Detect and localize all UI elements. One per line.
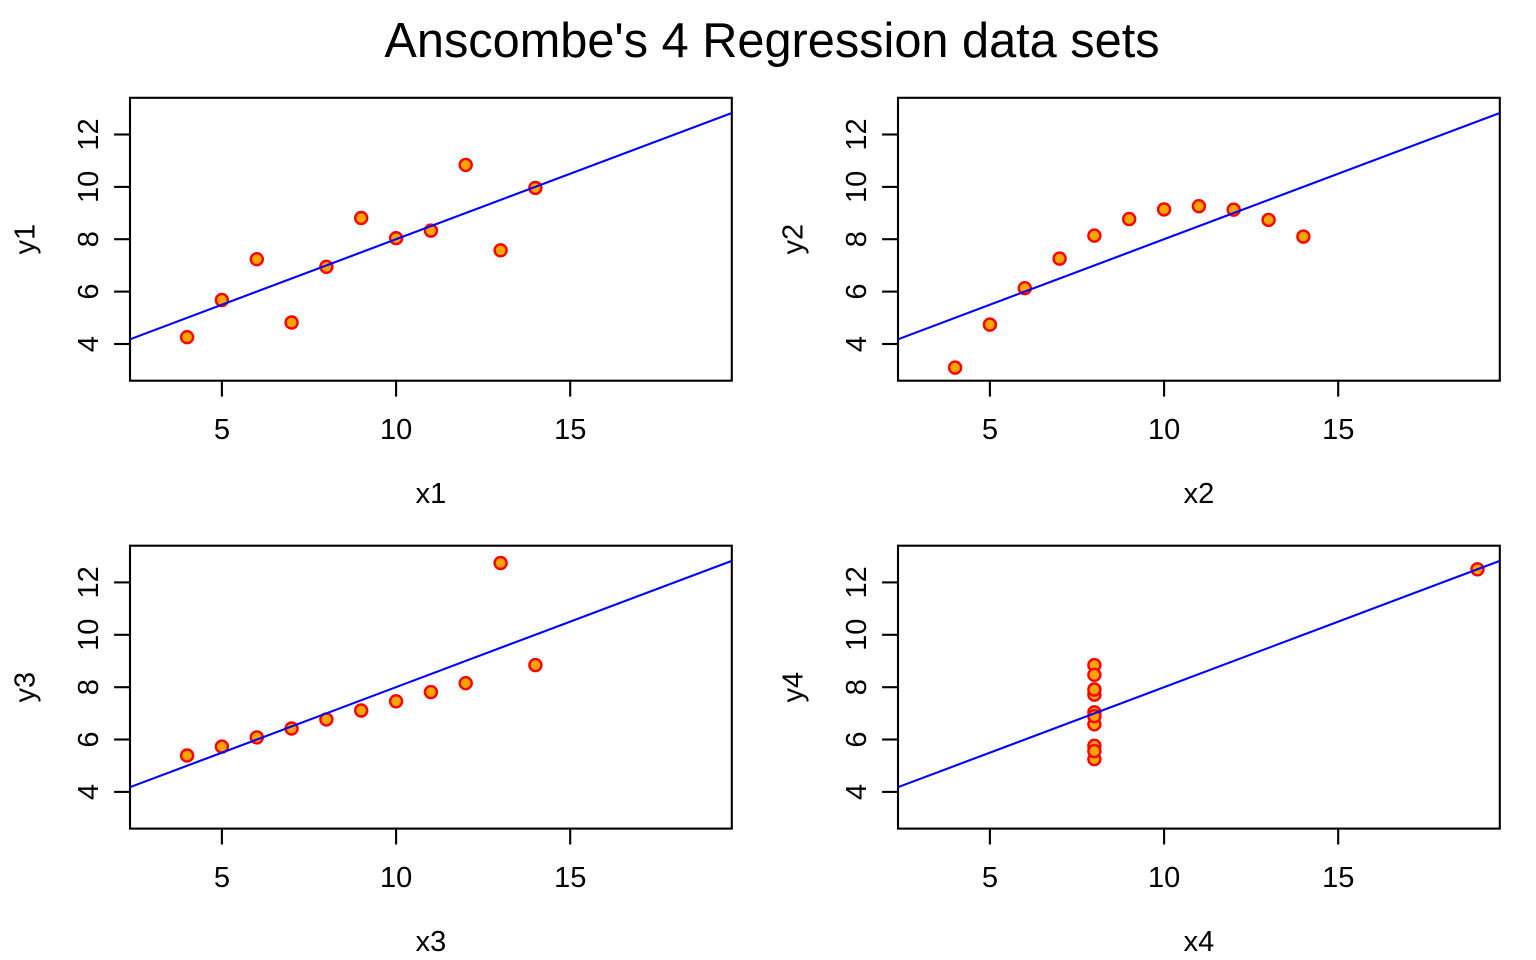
svg-text:15: 15: [1322, 862, 1354, 894]
svg-text:12: 12: [841, 118, 873, 150]
svg-text:10: 10: [841, 619, 873, 651]
svg-text:10: 10: [841, 171, 873, 203]
svg-text:15: 15: [1322, 414, 1354, 446]
svg-text:y2: y2: [778, 224, 810, 255]
svg-text:12: 12: [73, 118, 105, 150]
svg-text:10: 10: [73, 171, 105, 203]
svg-text:4: 4: [841, 336, 873, 352]
svg-text:12: 12: [73, 566, 105, 598]
svg-text:6: 6: [841, 731, 873, 747]
svg-text:10: 10: [73, 619, 105, 651]
svg-text:y1: y1: [10, 224, 42, 255]
svg-text:4: 4: [841, 784, 873, 800]
svg-text:x1: x1: [416, 478, 447, 510]
svg-text:y3: y3: [10, 672, 42, 703]
svg-text:8: 8: [841, 679, 873, 695]
svg-text:4: 4: [73, 784, 105, 800]
svg-text:Anscombe's 4 Regression data s: Anscombe's 4 Regression data sets: [384, 14, 1159, 68]
svg-text:15: 15: [554, 862, 586, 894]
svg-text:8: 8: [841, 231, 873, 247]
svg-text:5: 5: [982, 862, 998, 894]
svg-text:15: 15: [554, 414, 586, 446]
svg-text:5: 5: [214, 414, 230, 446]
svg-text:5: 5: [982, 414, 998, 446]
svg-text:x4: x4: [1184, 926, 1215, 958]
svg-text:y4: y4: [778, 672, 810, 703]
svg-text:10: 10: [1148, 862, 1180, 894]
svg-text:10: 10: [380, 414, 412, 446]
svg-text:8: 8: [73, 231, 105, 247]
svg-text:x3: x3: [416, 926, 447, 958]
svg-text:x2: x2: [1184, 478, 1215, 510]
svg-text:10: 10: [380, 862, 412, 894]
svg-text:12: 12: [841, 566, 873, 598]
svg-text:6: 6: [73, 284, 105, 300]
svg-text:8: 8: [73, 679, 105, 695]
svg-text:6: 6: [841, 284, 873, 300]
svg-text:10: 10: [1148, 414, 1180, 446]
svg-text:4: 4: [73, 336, 105, 352]
svg-text:5: 5: [214, 862, 230, 894]
svg-text:6: 6: [73, 731, 105, 747]
